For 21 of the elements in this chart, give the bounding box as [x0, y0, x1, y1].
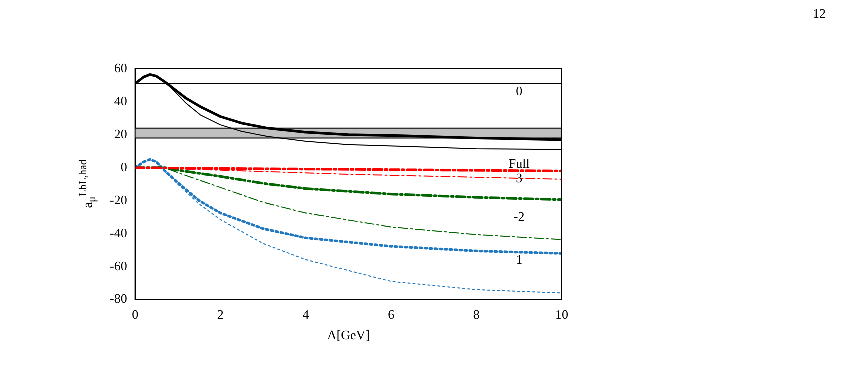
y-tick-label: 60 [114, 60, 128, 76]
annotation: -2 [514, 208, 525, 224]
annotation: Full [508, 156, 530, 171]
x-tick-label: 10 [556, 307, 568, 322]
y-tick-label: 40 [114, 93, 128, 108]
annotation: 1 [516, 252, 523, 267]
y-tick-label: -80 [110, 291, 128, 306]
x-axis-title: Λ[GeV] [327, 328, 370, 343]
x-tick-label: 0 [132, 307, 139, 322]
x-tick-label: 4 [302, 307, 310, 322]
annotation: 0 [516, 84, 523, 98]
y-tick-label: 20 [114, 126, 128, 142]
y-tick-label: -20 [110, 192, 128, 208]
x-tick-label: 2 [217, 307, 224, 322]
y-tick-label: 0 [120, 159, 128, 174]
text: 12 [813, 6, 826, 22]
annotation: 3 [516, 170, 523, 186]
x-tick-label: 6 [388, 307, 396, 322]
y-tick-label: -60 [110, 258, 128, 274]
x-tick-label: 8 [473, 307, 480, 322]
y-tick-label: -40 [110, 225, 128, 240]
